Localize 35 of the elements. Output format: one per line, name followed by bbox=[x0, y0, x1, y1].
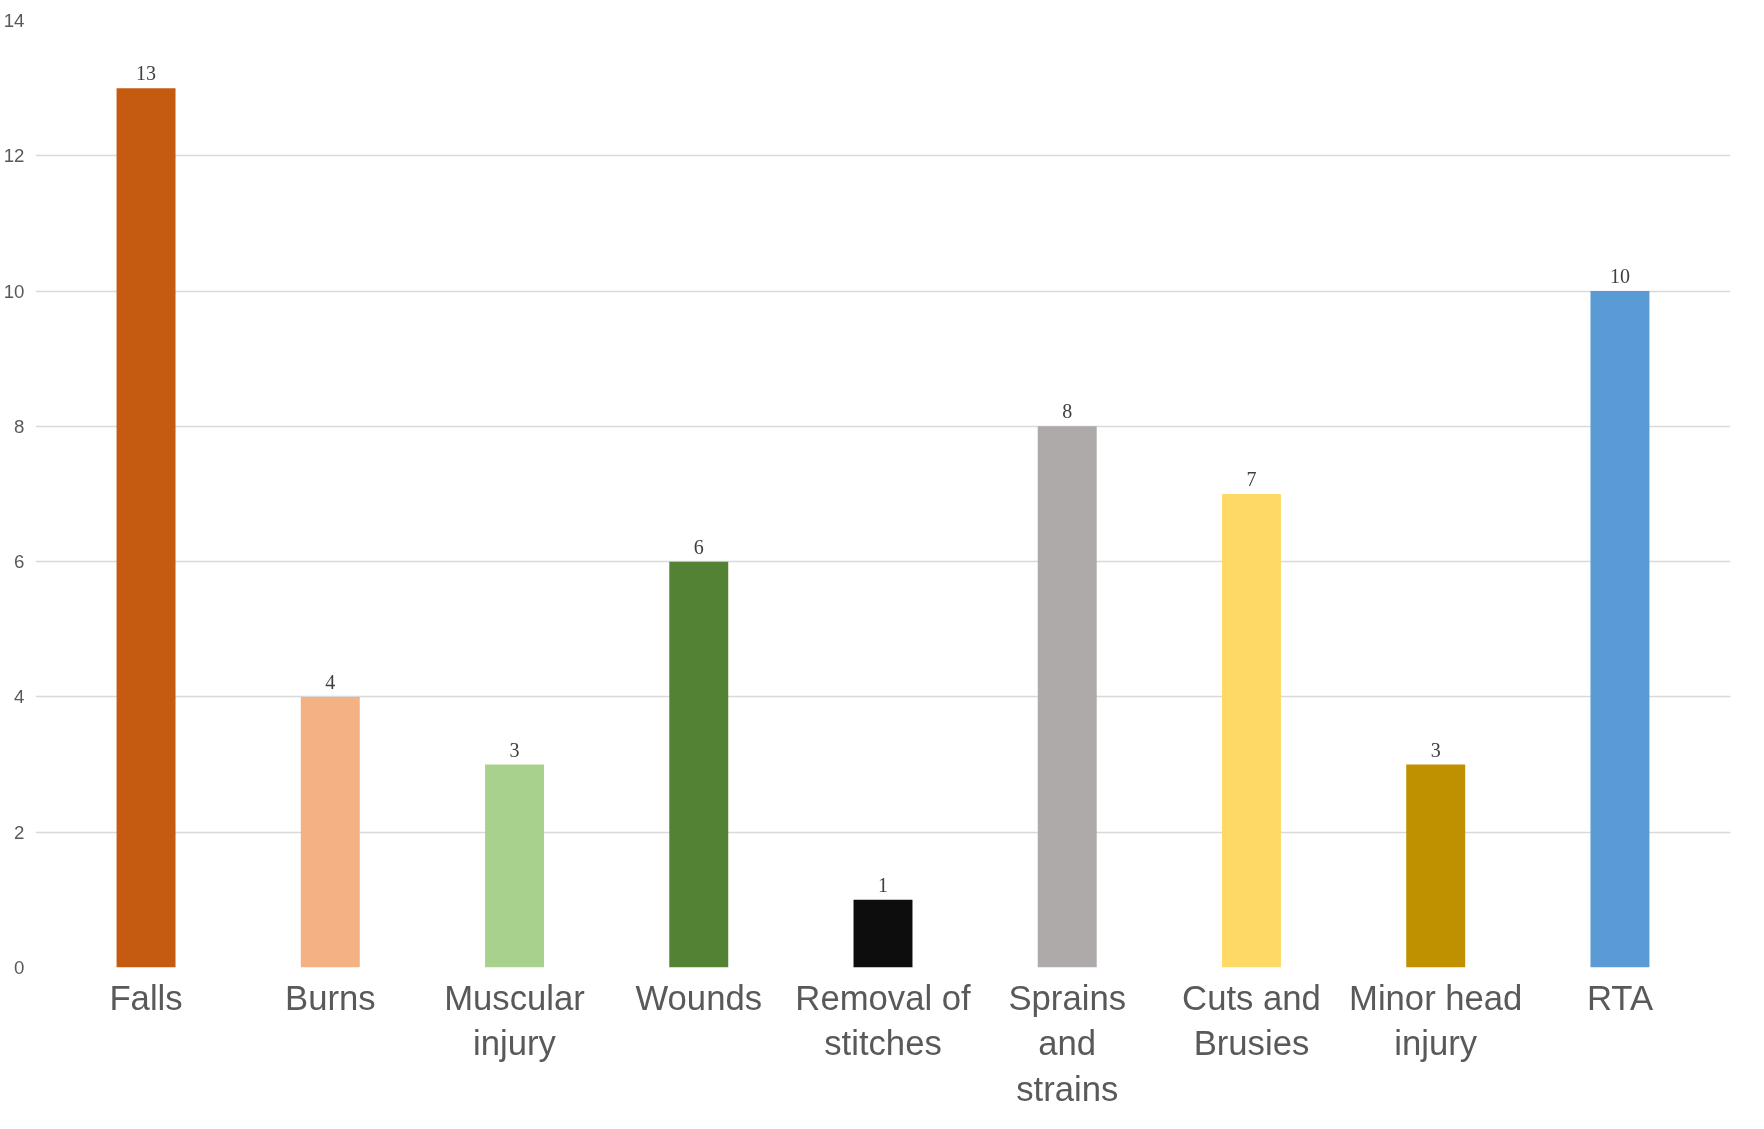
x-tick-label: Muscular injury bbox=[444, 978, 585, 1063]
y-tick-label: 6 bbox=[14, 551, 25, 573]
x-tick-label: Sprains and strains bbox=[1008, 978, 1126, 1108]
bar bbox=[300, 696, 360, 968]
y-tick-label: 2 bbox=[14, 821, 25, 843]
bar bbox=[853, 899, 913, 968]
x-tick-label: RTA bbox=[1586, 978, 1654, 1017]
y-tick-label: 0 bbox=[14, 957, 25, 978]
y-tick-label: 4 bbox=[14, 686, 25, 708]
bar bbox=[669, 561, 729, 968]
x-tick-label: Wounds bbox=[635, 978, 763, 1017]
data-label: 3 bbox=[509, 738, 520, 761]
x-tick-label: Falls bbox=[109, 978, 183, 1017]
bar bbox=[1037, 426, 1097, 968]
data-label: 7 bbox=[1246, 468, 1257, 490]
x-tick-label: Minor head injury bbox=[1349, 978, 1523, 1063]
y-tick-label: 8 bbox=[14, 415, 25, 437]
data-label: 1 bbox=[878, 873, 888, 896]
data-label: 4 bbox=[325, 670, 336, 693]
x-tick-label: Burns bbox=[285, 978, 376, 1017]
x-tick-label: Removal of stitches bbox=[795, 978, 972, 1063]
bar bbox=[1406, 764, 1466, 968]
data-label: 13 bbox=[136, 62, 157, 85]
bar bbox=[1590, 291, 1650, 968]
y-tick-label: 10 bbox=[3, 280, 25, 302]
data-label: 6 bbox=[693, 535, 704, 558]
bar bbox=[1222, 494, 1281, 968]
data-label: 3 bbox=[1430, 738, 1441, 761]
bar bbox=[116, 88, 176, 968]
data-label: 8 bbox=[1062, 400, 1073, 423]
y-tick-label: 14 bbox=[3, 10, 25, 31]
y-tick-label: 12 bbox=[3, 145, 25, 167]
x-tick-label: Cuts and Brusies bbox=[1182, 978, 1321, 1063]
bar bbox=[485, 764, 544, 968]
data-label: 10 bbox=[1609, 265, 1630, 288]
